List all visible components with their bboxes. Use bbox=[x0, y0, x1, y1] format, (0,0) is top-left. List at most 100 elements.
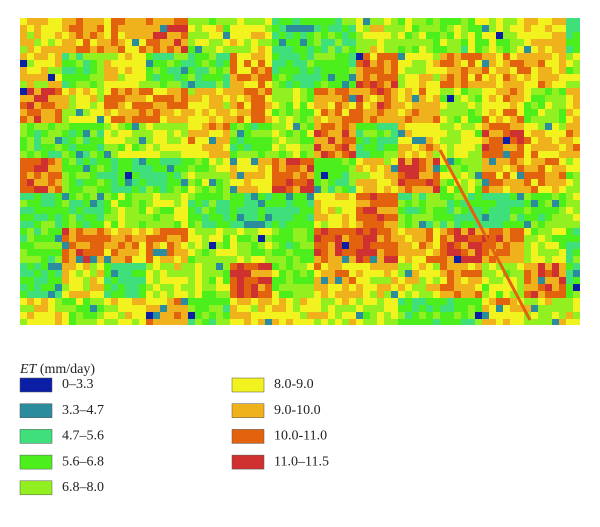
map-cell bbox=[34, 305, 41, 312]
map-cell bbox=[384, 46, 391, 53]
map-cell bbox=[48, 305, 55, 312]
map-cell bbox=[258, 116, 265, 123]
map-cell bbox=[153, 263, 160, 270]
map-cell bbox=[230, 312, 237, 319]
map-cell bbox=[454, 116, 461, 123]
map-cell bbox=[482, 228, 489, 235]
map-cell bbox=[111, 200, 118, 207]
map-cell bbox=[496, 179, 503, 186]
map-cell bbox=[76, 319, 83, 325]
map-cell bbox=[454, 242, 461, 249]
map-cell bbox=[55, 172, 62, 179]
map-cell bbox=[573, 151, 580, 158]
map-cell bbox=[370, 102, 377, 109]
map-cell bbox=[482, 207, 489, 214]
map-cell bbox=[258, 249, 265, 256]
map-cell bbox=[27, 319, 34, 325]
map-cell bbox=[496, 172, 503, 179]
map-cell bbox=[426, 88, 433, 95]
map-cell bbox=[342, 102, 349, 109]
map-cell bbox=[209, 53, 216, 60]
map-cell bbox=[97, 214, 104, 221]
map-cell bbox=[482, 158, 489, 165]
map-cell bbox=[531, 67, 538, 74]
map-cell bbox=[475, 312, 482, 319]
map-cell bbox=[132, 116, 139, 123]
map-cell bbox=[335, 200, 342, 207]
map-cell bbox=[174, 228, 181, 235]
map-cell bbox=[531, 186, 538, 193]
map-cell bbox=[293, 88, 300, 95]
map-cell bbox=[216, 151, 223, 158]
map-cell bbox=[202, 32, 209, 39]
map-cell bbox=[265, 256, 272, 263]
map-cell bbox=[503, 207, 510, 214]
map-cell bbox=[405, 228, 412, 235]
map-cell bbox=[307, 207, 314, 214]
map-cell bbox=[398, 256, 405, 263]
map-cell bbox=[517, 193, 524, 200]
map-cell bbox=[118, 81, 125, 88]
map-cell bbox=[27, 256, 34, 263]
map-cell bbox=[468, 32, 475, 39]
map-cell bbox=[34, 137, 41, 144]
map-cell bbox=[468, 270, 475, 277]
map-cell bbox=[111, 53, 118, 60]
map-cell bbox=[468, 235, 475, 242]
map-cell bbox=[538, 25, 545, 32]
map-cell bbox=[251, 46, 258, 53]
map-cell bbox=[398, 200, 405, 207]
map-cell bbox=[258, 137, 265, 144]
map-cell bbox=[181, 116, 188, 123]
map-cell bbox=[342, 228, 349, 235]
map-cell bbox=[314, 81, 321, 88]
map-cell bbox=[118, 53, 125, 60]
map-cell bbox=[97, 74, 104, 81]
map-cell bbox=[531, 298, 538, 305]
map-cell bbox=[566, 116, 573, 123]
map-cell bbox=[307, 179, 314, 186]
map-cell bbox=[55, 144, 62, 151]
map-cell bbox=[111, 305, 118, 312]
map-cell bbox=[545, 18, 552, 25]
map-cell bbox=[454, 291, 461, 298]
map-cell bbox=[559, 305, 566, 312]
map-cell bbox=[356, 81, 363, 88]
map-cell bbox=[545, 263, 552, 270]
map-cell bbox=[118, 165, 125, 172]
map-cell bbox=[496, 277, 503, 284]
map-cell bbox=[104, 200, 111, 207]
map-cell bbox=[125, 228, 132, 235]
map-cell bbox=[111, 312, 118, 319]
map-cell bbox=[559, 284, 566, 291]
map-cell bbox=[97, 186, 104, 193]
map-cell bbox=[468, 95, 475, 102]
map-cell bbox=[153, 53, 160, 60]
map-cell bbox=[503, 291, 510, 298]
map-cell bbox=[153, 25, 160, 32]
map-cell bbox=[419, 242, 426, 249]
map-cell bbox=[321, 277, 328, 284]
map-cell bbox=[377, 32, 384, 39]
map-cell bbox=[230, 193, 237, 200]
map-cell bbox=[349, 25, 356, 32]
map-cell bbox=[83, 53, 90, 60]
map-cell bbox=[363, 25, 370, 32]
map-cell bbox=[132, 81, 139, 88]
map-cell bbox=[181, 123, 188, 130]
map-cell bbox=[412, 102, 419, 109]
map-cell bbox=[419, 25, 426, 32]
map-cell bbox=[412, 151, 419, 158]
map-cell bbox=[69, 200, 76, 207]
map-cell bbox=[335, 95, 342, 102]
map-cell bbox=[559, 277, 566, 284]
map-cell bbox=[363, 242, 370, 249]
map-cell bbox=[111, 207, 118, 214]
map-cell bbox=[433, 95, 440, 102]
map-cell bbox=[328, 88, 335, 95]
map-cell bbox=[48, 270, 55, 277]
map-cell bbox=[132, 228, 139, 235]
map-cell bbox=[90, 214, 97, 221]
map-cell bbox=[321, 137, 328, 144]
map-cell bbox=[146, 172, 153, 179]
